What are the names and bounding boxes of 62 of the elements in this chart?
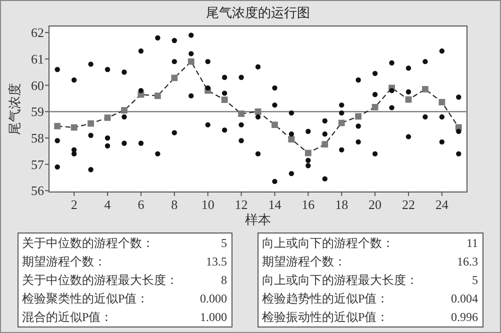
point <box>70 124 78 131</box>
y-tick-label: 60 <box>31 78 44 93</box>
point <box>254 108 262 115</box>
x-axis-title: 样本 <box>245 212 271 227</box>
point <box>422 86 428 92</box>
text: 期望游程个数： <box>262 254 346 268</box>
y-tick-label: 56 <box>31 183 44 198</box>
point <box>221 96 228 103</box>
point <box>338 120 345 126</box>
y-tick-label: 57 <box>31 156 44 172</box>
point <box>288 136 295 142</box>
y-tick-label: 62 <box>31 25 44 40</box>
text: 5 <box>472 273 478 287</box>
chart-title: 尾气浓度的运行图 <box>206 5 310 20</box>
text: 期望游程个数： <box>22 254 106 268</box>
point <box>372 104 378 110</box>
point <box>121 107 128 114</box>
text: 0.000 <box>200 292 227 306</box>
y-tick-label: 61 <box>31 51 44 66</box>
point <box>171 74 178 82</box>
y-tick-label: 59 <box>31 104 44 120</box>
text: 关于中位数的游程最大长度： <box>22 273 178 287</box>
x-tick-label: 8 <box>171 197 178 212</box>
point <box>438 98 446 106</box>
text: 8 <box>221 273 227 287</box>
x-tick-label: 24 <box>435 197 449 212</box>
x-tick-label: 12 <box>234 197 248 212</box>
y-axis-title: 尾气浓度 <box>7 83 22 135</box>
point <box>272 122 278 128</box>
y-tick-label: 58 <box>31 130 44 146</box>
text: 13.5 <box>206 254 227 268</box>
x-tick-label: 6 <box>138 197 145 212</box>
point <box>104 114 111 121</box>
text: 检验聚类性的近似P值： <box>22 292 149 306</box>
x-tick-label: 4 <box>104 197 112 212</box>
text: 11 <box>466 236 478 250</box>
text: 检验振动性的近似P值： <box>262 310 389 324</box>
point <box>355 113 362 120</box>
text: 1.000 <box>200 310 227 324</box>
text: 向上或向下的游程个数： <box>262 236 394 250</box>
x-tick-label: 16 <box>302 197 316 212</box>
point <box>238 110 244 117</box>
text: 0.004 <box>451 292 478 306</box>
x-tick-label: 18 <box>335 197 348 212</box>
x-tick-label: 22 <box>402 197 415 212</box>
text: 关于中位数的游程个数： <box>22 236 154 250</box>
point <box>88 120 94 127</box>
point <box>188 58 194 65</box>
point <box>304 150 312 156</box>
text: 检验趋势性的近似P值： <box>262 292 389 306</box>
point <box>322 141 328 148</box>
x-tick-label: 10 <box>201 197 214 212</box>
x-tick-label: 2 <box>70 197 78 212</box>
text: 向上或向下的游程最大长度： <box>262 273 418 287</box>
x-tick-label: 14 <box>268 197 282 212</box>
point <box>154 92 161 100</box>
text: 0.996 <box>451 310 478 324</box>
text: 5 <box>221 236 227 250</box>
x-tick-label: 20 <box>368 197 382 212</box>
point <box>54 122 61 130</box>
text: 混合的近似P值： <box>22 310 113 324</box>
text: 16.3 <box>457 254 478 268</box>
